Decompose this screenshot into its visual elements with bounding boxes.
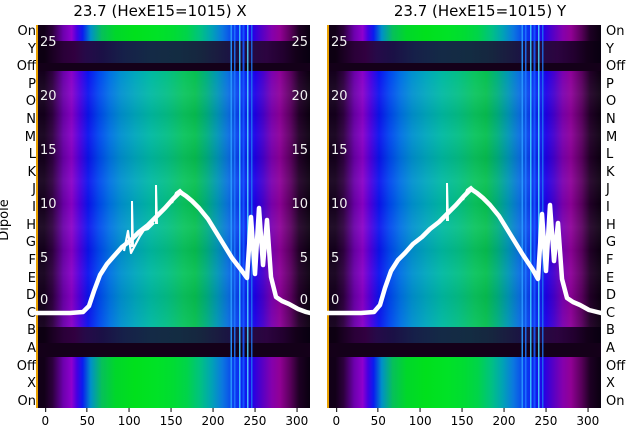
category-label: N [26,112,36,128]
inner-tick: 5 [331,251,340,266]
category-label: O [25,94,36,110]
x-tick: 100 [409,408,432,428]
category-label: A [27,340,36,356]
profile-curve-x [36,25,310,408]
panel-y: 23.7 (HexE15=1015) Y 25 20 15 10 5 0 [320,0,640,440]
category-label: N [606,112,616,128]
category-label: On [606,24,625,39]
inner-tick: 5 [40,251,49,266]
edge-marker-line [36,25,38,408]
category-label: H [606,217,616,233]
category-label: F [606,252,614,268]
x-tick: 0 [332,408,340,428]
heatmap-y[interactable]: 25 20 15 10 5 0 [327,25,601,408]
category-label: O [606,94,617,110]
category-label: I [606,200,610,216]
x-tick: 150 [451,408,474,428]
category-label: Off [606,358,626,374]
category-label: Off [16,59,36,75]
x-tick: 300 [285,408,308,428]
category-label: K [606,164,615,180]
inner-tick: 15 [331,143,348,158]
category-label: P [606,76,614,92]
category-label: Y [606,41,614,57]
inner-tick: 15 [40,143,57,158]
category-label: L [28,147,36,163]
panel-x-title: 23.7 (HexE15=1015) X [73,2,247,20]
category-label: On [606,393,625,409]
inner-tick: 0 [40,293,49,308]
category-label: F [28,252,36,268]
inner-tick: 25 [331,35,348,50]
category-label: On [17,24,36,39]
x-tick: 100 [118,408,141,428]
category-label: J [606,182,610,198]
x-tick: 0 [41,408,49,428]
x-tick: 50 [371,408,386,428]
inner-tick-right: 0 [299,293,308,308]
x-tick: 200 [202,408,224,428]
x-tick: 300 [576,408,599,428]
x-tick: 150 [160,408,183,428]
category-label: D [25,288,36,304]
profile-curve-y [327,25,601,408]
inner-tick-right: 15 [291,143,308,158]
heatmap-x[interactable]: 25 20 15 10 5 0 25 20 15 10 5 0 [36,25,310,408]
panel-x: 23.7 (HexE15=1015) X Dipole On Y Off P O… [0,2,310,440]
inner-tick-right: 20 [291,89,308,104]
x-tick: 50 [80,408,95,428]
category-label: Off [606,59,626,75]
inner-tick-right: 10 [291,197,308,212]
x-tick: 250 [534,408,557,428]
category-label: Y [28,41,36,57]
inner-tick: 10 [331,197,348,212]
category-label: C [26,305,36,321]
category-label: H [26,217,36,233]
category-label: On [17,393,36,409]
inner-tick: 10 [40,197,57,212]
x-tick: 200 [493,408,515,428]
category-axis-left: On Y Off P O N M L K J I H G F E D C B A… [4,25,36,408]
inner-tick: 20 [40,89,57,104]
category-label: B [27,323,36,339]
category-label: M [606,129,618,145]
category-label: X [606,376,615,392]
category-label: B [606,323,615,339]
category-label: J [32,182,36,198]
category-label: C [606,305,616,321]
category-label: I [32,200,36,216]
inner-tick: 0 [331,293,340,308]
category-label: E [606,270,615,286]
category-label: M [24,129,36,145]
inner-tick: 25 [40,35,57,50]
x-axis-left: 0 50 100 150 200 250 300 [36,408,310,440]
category-label: E [27,270,36,286]
panel-y-title: 23.7 (HexE15=1015) Y [393,2,567,20]
category-label: D [606,288,617,304]
category-axis-right: On Y Off P O N M L K J I H G F E D C B A… [606,25,638,408]
category-label: X [27,376,36,392]
inner-tick-right: 25 [291,35,308,50]
x-tick: 250 [243,408,266,428]
category-label: A [606,340,615,356]
category-label: G [606,235,617,251]
category-label: G [25,235,36,251]
category-label: K [27,164,36,180]
category-label: P [28,76,36,92]
edge-marker-line [327,25,329,408]
category-label: Off [16,358,36,374]
x-axis-right: 0 50 100 150 200 250 300 [327,408,601,440]
inner-tick: 20 [331,89,348,104]
category-label: L [606,147,614,163]
inner-tick-right: 5 [299,251,308,266]
